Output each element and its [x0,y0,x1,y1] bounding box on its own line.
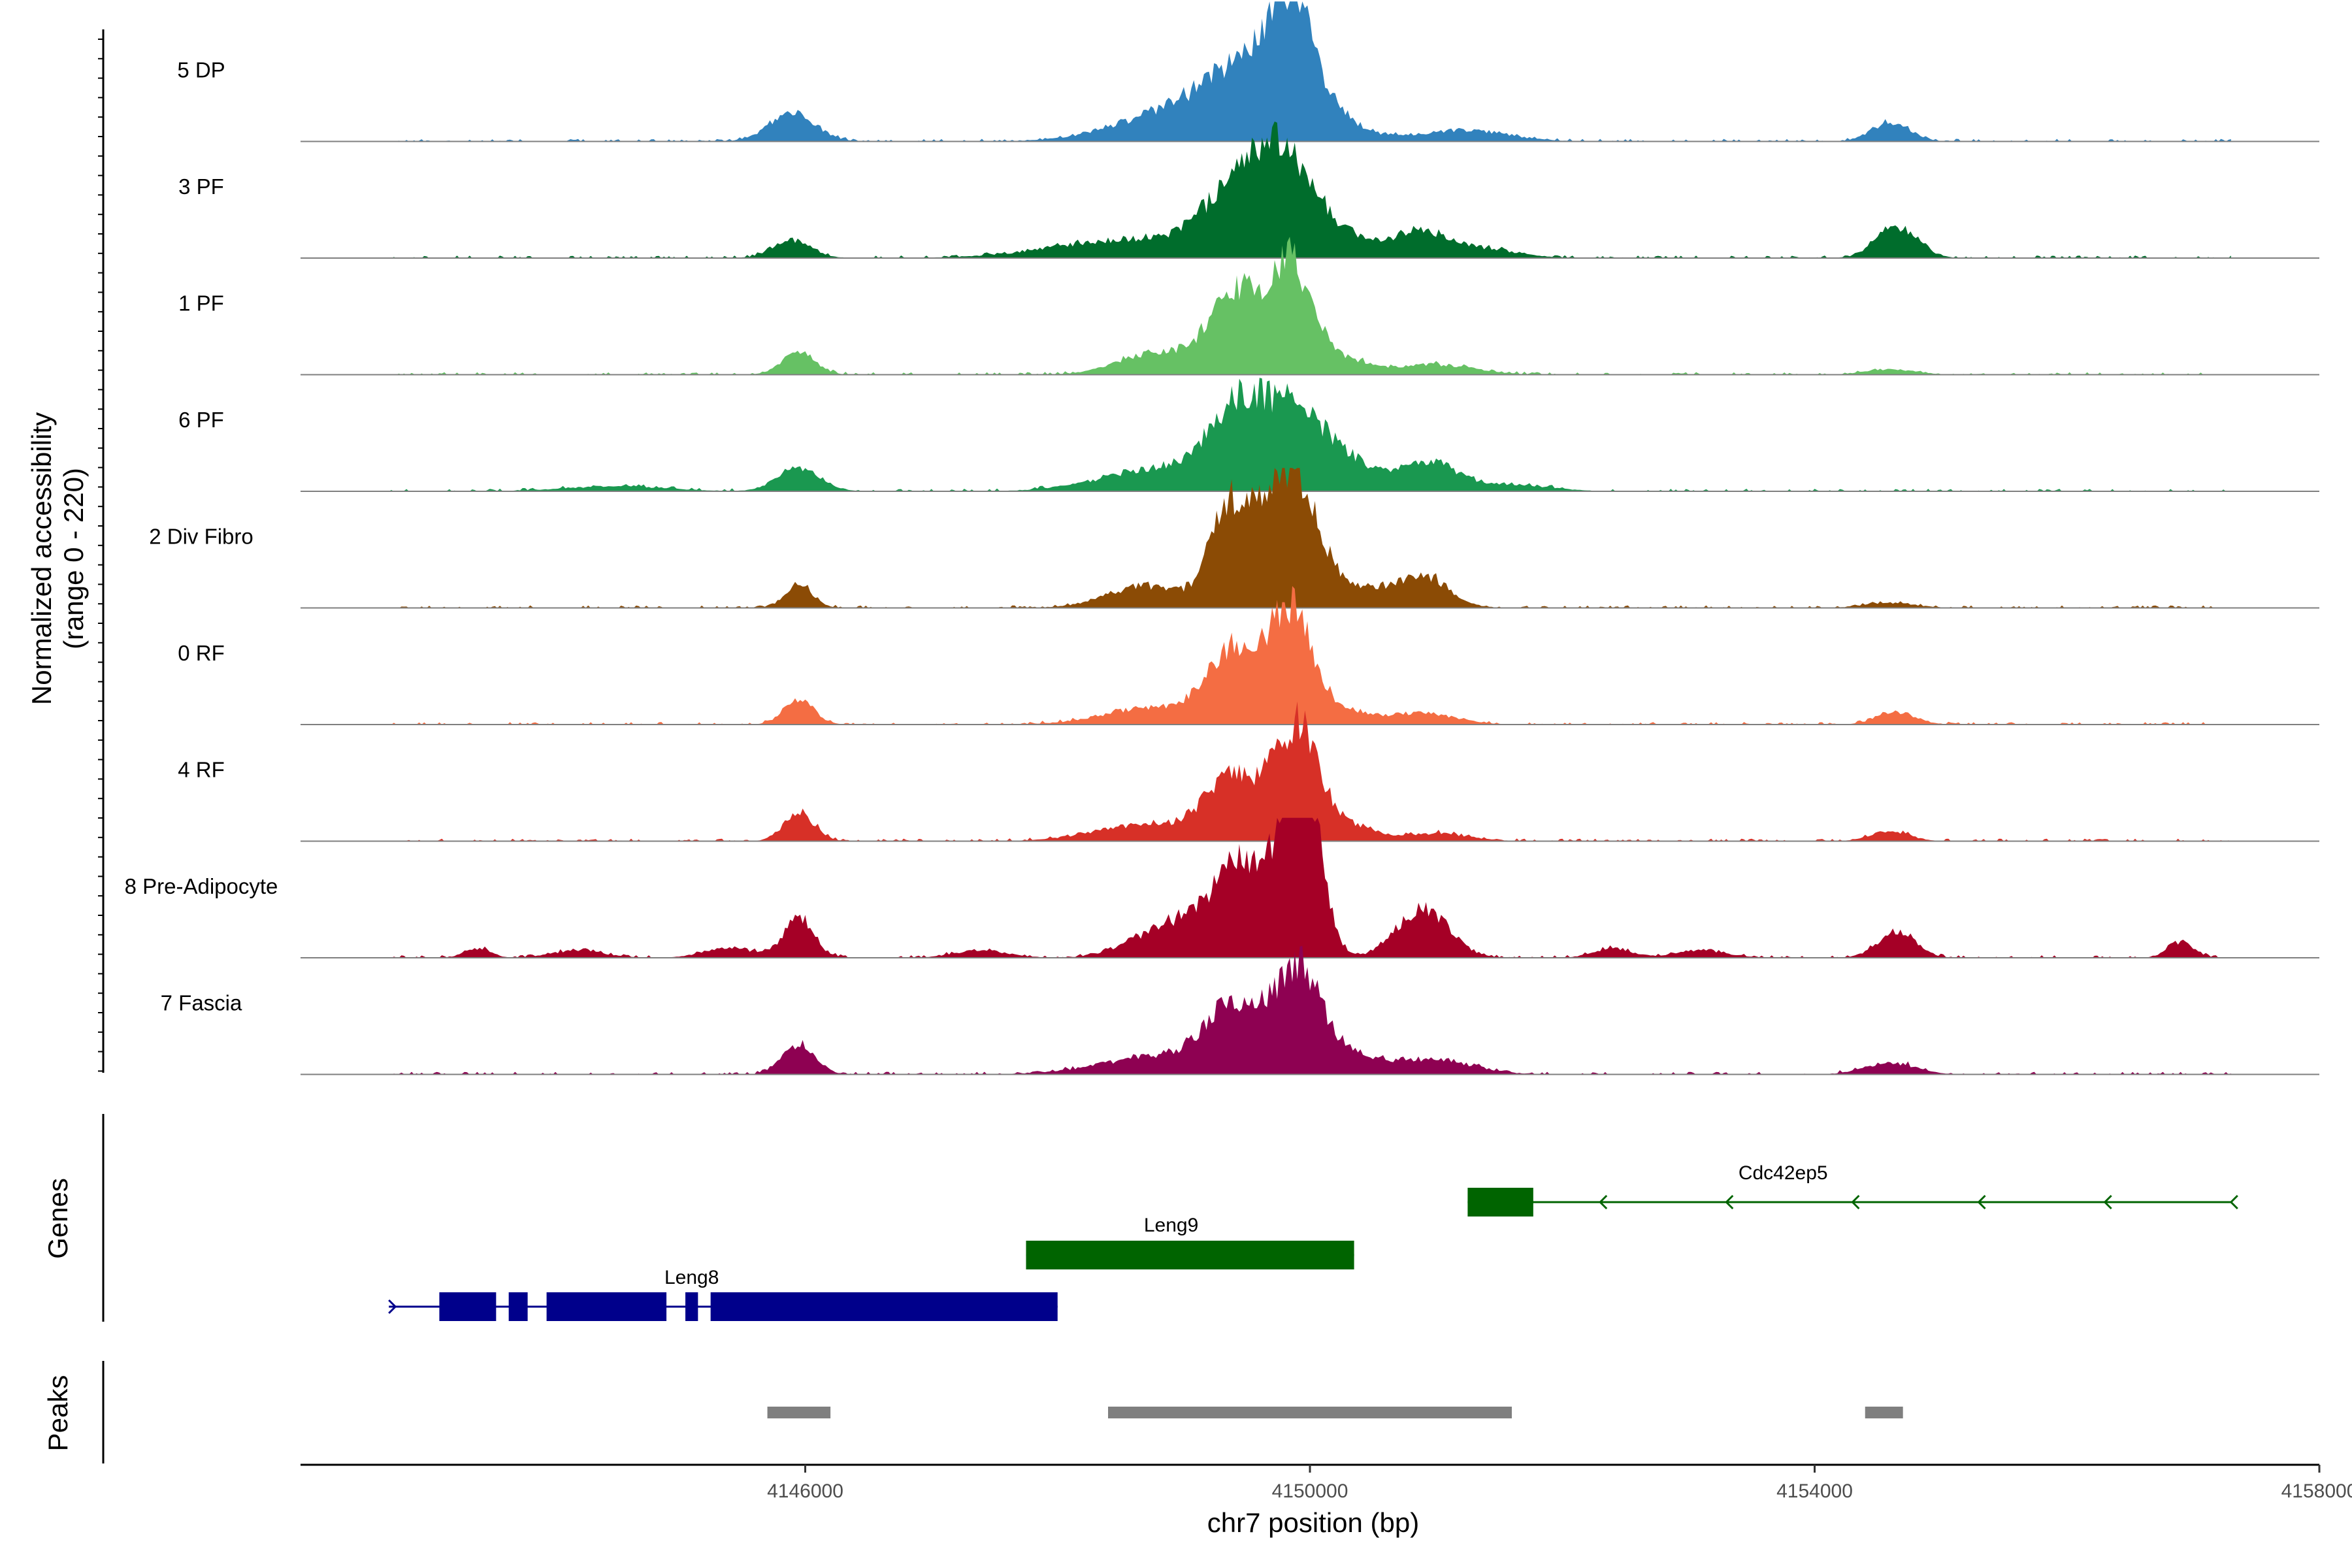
x-tick-label: 4150000 [1272,1480,1348,1502]
track-label: 1 PF [178,291,224,315]
strand-arrow [1725,1194,1734,1210]
track-label: 4 RF [178,757,225,781]
gene-track: Leng8 Leng9 Cdc42ep5 [102,1114,2238,1322]
x-tick-label: 4154000 [1776,1480,1853,1502]
coverage-area-1-pf [389,237,2231,375]
y-axis-title-line2: (range 0 - 220) [58,468,89,649]
coverage-area-2-div-fibro [389,468,2231,608]
peaks-axis-title: Peaks [42,1375,73,1452]
x-tick-label: 4146000 [767,1480,843,1502]
track-label: 2 Div Fibro [149,524,253,548]
x-axis-title: chr7 position (bp) [1207,1507,1420,1538]
strand-arrow [1851,1194,1860,1210]
coverage-area-7-fascia [389,945,2231,1075]
gene-exon [685,1292,698,1321]
peak-region [1108,1407,1512,1418]
coverage-area-5-dp [389,1,2231,142]
strand-arrow [388,1299,397,1315]
gene-label-leng9: Leng9 [1144,1215,1198,1236]
strand-arrow [2229,1194,2238,1210]
track-label: 7 Fascia [161,990,242,1015]
peak-region [767,1407,831,1418]
strand-arrow [1599,1194,1608,1210]
coverage-tracks: 5 DP 3 PF 1 PF 6 PF 2 Div Fibro 0 RF 4 RF 8 Pre… [98,1,2319,1075]
strand-arrow [2103,1194,2112,1210]
strand-arrow [1977,1194,1986,1210]
gene-exon [1467,1188,1533,1217]
gene-label-cdc42ep5: Cdc42ep5 [1739,1162,1828,1184]
coverage-area-4-rf [389,701,2231,841]
gene-exon [439,1292,497,1321]
gene-exon [546,1292,667,1321]
track-label: 8 Pre-Adipocyte [125,874,278,898]
gene-exon [508,1292,528,1321]
coverage-area-8-pre-adipocyte [389,817,2231,958]
peak-track [102,1361,1903,1463]
gene-label-leng8: Leng8 [664,1267,719,1288]
y-axis-title-line1: Normalized accessibility [26,412,57,705]
track-label: 0 RF [178,641,225,665]
track-label: 5 DP [177,57,225,82]
peak-region [1865,1407,1903,1418]
gene-exon [1026,1241,1354,1269]
gene-exon [710,1292,1058,1321]
track-label: 3 PF [178,174,224,199]
track-label: 6 PF [178,408,224,432]
coverage-area-0-rf [389,586,2231,725]
x-tick-label: 4158000 [2281,1480,2352,1502]
genes-axis-title: Genes [42,1178,73,1259]
x-axis: 4146000 4150000 4154000 4158000 [301,1463,2352,1502]
coverage-area-3-pf [389,122,2231,258]
coverage-area-6-pf [389,378,2231,491]
